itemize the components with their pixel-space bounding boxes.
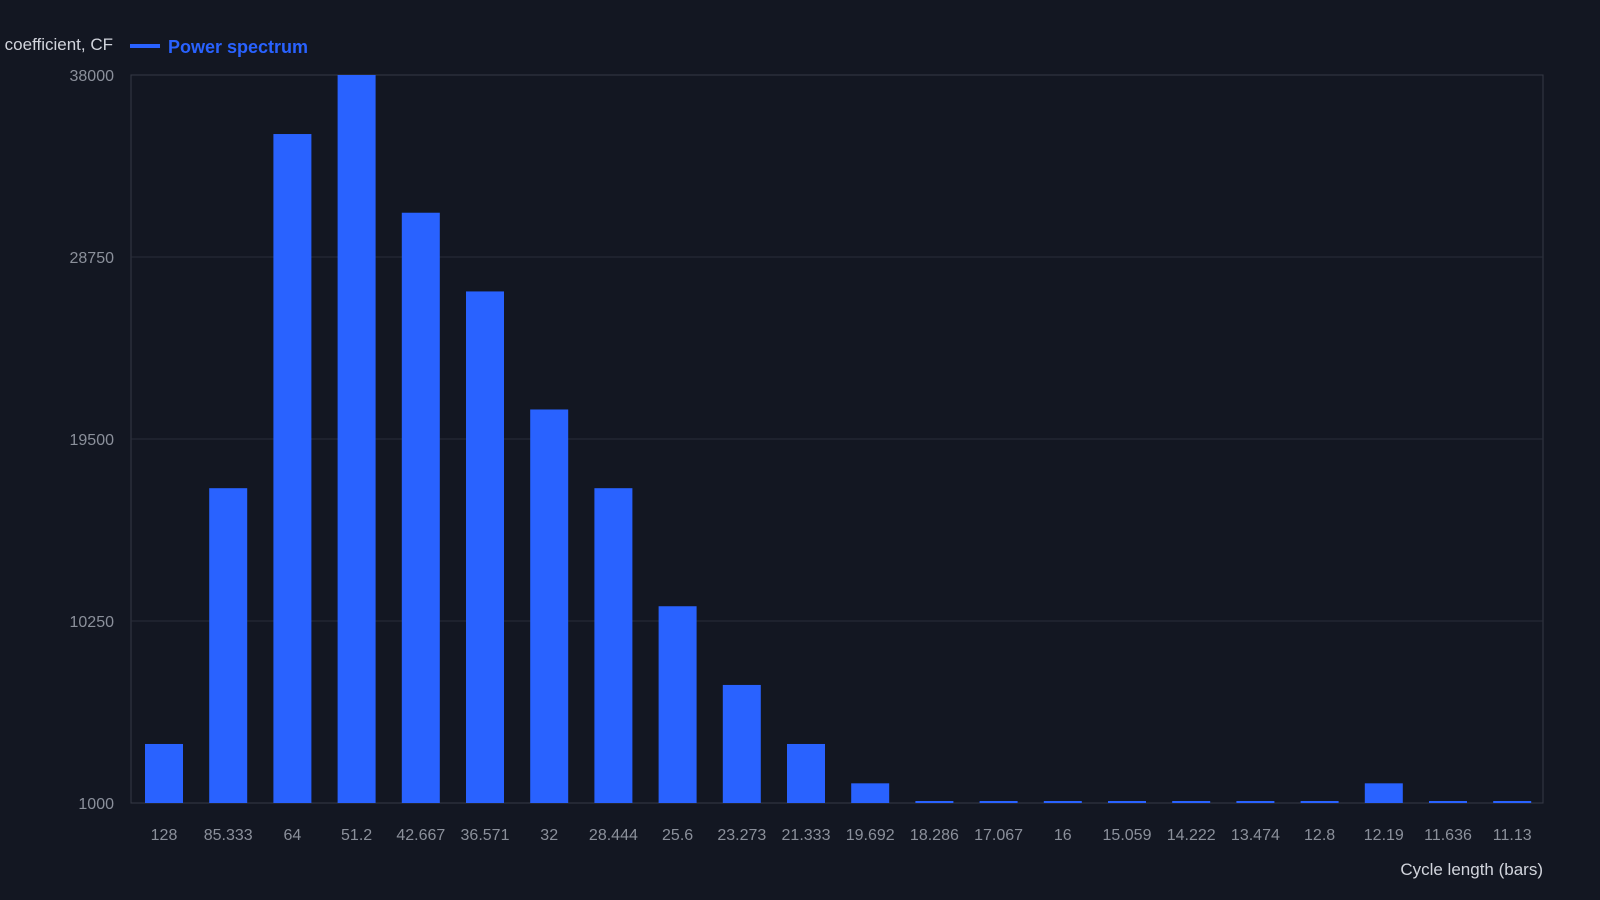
y-tick-label: 38000 [70,68,115,85]
x-tick-label: 11.636 [1424,827,1472,844]
bar[interactable] [851,783,890,803]
y-axis-ticks: 1000 10250 19500 28750 38000 [70,68,115,813]
bar[interactable] [1429,801,1467,803]
bar[interactable] [1236,801,1275,803]
bar[interactable] [401,212,440,803]
x-tick-label: 13.474 [1231,827,1280,844]
bar[interactable] [658,606,697,803]
x-tick-label: 32 [540,827,558,844]
x-tick-label: 21.333 [782,827,831,844]
x-tick-label: 23.273 [717,827,766,844]
bar[interactable] [273,134,312,803]
y-tick-label: 10250 [70,614,115,631]
x-tick-label: 28.444 [589,827,638,844]
bar[interactable] [787,743,825,803]
x-axis-label: Cycle length (bars) [1400,860,1543,879]
x-tick-label: 25.6 [662,827,693,844]
legend-label: Power spectrum [168,37,308,57]
bar[interactable] [915,801,954,803]
legend[interactable]: Power spectrum [130,37,308,57]
bar[interactable] [209,488,248,803]
x-tick-label: 15.059 [1103,827,1152,844]
x-tick-label: 64 [284,827,302,844]
x-tick-label: 85.333 [204,827,253,844]
x-tick-label: 42.667 [396,827,445,844]
x-tick-label: 11.13 [1493,827,1532,844]
bar[interactable] [1172,801,1211,803]
bar[interactable] [722,684,761,803]
x-tick-label: 16 [1054,827,1072,844]
x-tick-label: 18.286 [910,827,959,844]
y-axis-label: coefficient, CF [5,35,113,54]
y-tick-label: 28750 [70,250,115,267]
x-tick-label: 12.19 [1364,827,1404,844]
y-tick-label: 1000 [78,796,114,813]
x-tick-label: 12.8 [1304,827,1335,844]
bar[interactable] [1108,801,1146,803]
x-tick-label: 128 [151,827,178,844]
x-tick-label: 19.692 [846,827,895,844]
bar[interactable] [1300,801,1339,803]
bar[interactable] [979,801,1018,803]
bar[interactable] [594,488,633,803]
bar[interactable] [1493,801,1532,803]
bar[interactable] [466,291,504,803]
bar-series [145,75,1532,803]
bar[interactable] [145,743,183,803]
y-tick-label: 19500 [70,432,115,449]
x-tick-label: 14.222 [1167,827,1216,844]
bar[interactable] [1043,801,1082,803]
bar[interactable] [337,75,376,803]
bar[interactable] [1364,783,1403,803]
x-axis-ticks: 128 85.333 64 51.2 42.667 36.571 32 28.444 25.6 2… [151,827,1532,844]
x-tick-label: 51.2 [341,827,372,844]
x-tick-label: 36.571 [461,827,510,844]
x-tick-label: 17.067 [974,827,1023,844]
bar[interactable] [530,409,569,803]
